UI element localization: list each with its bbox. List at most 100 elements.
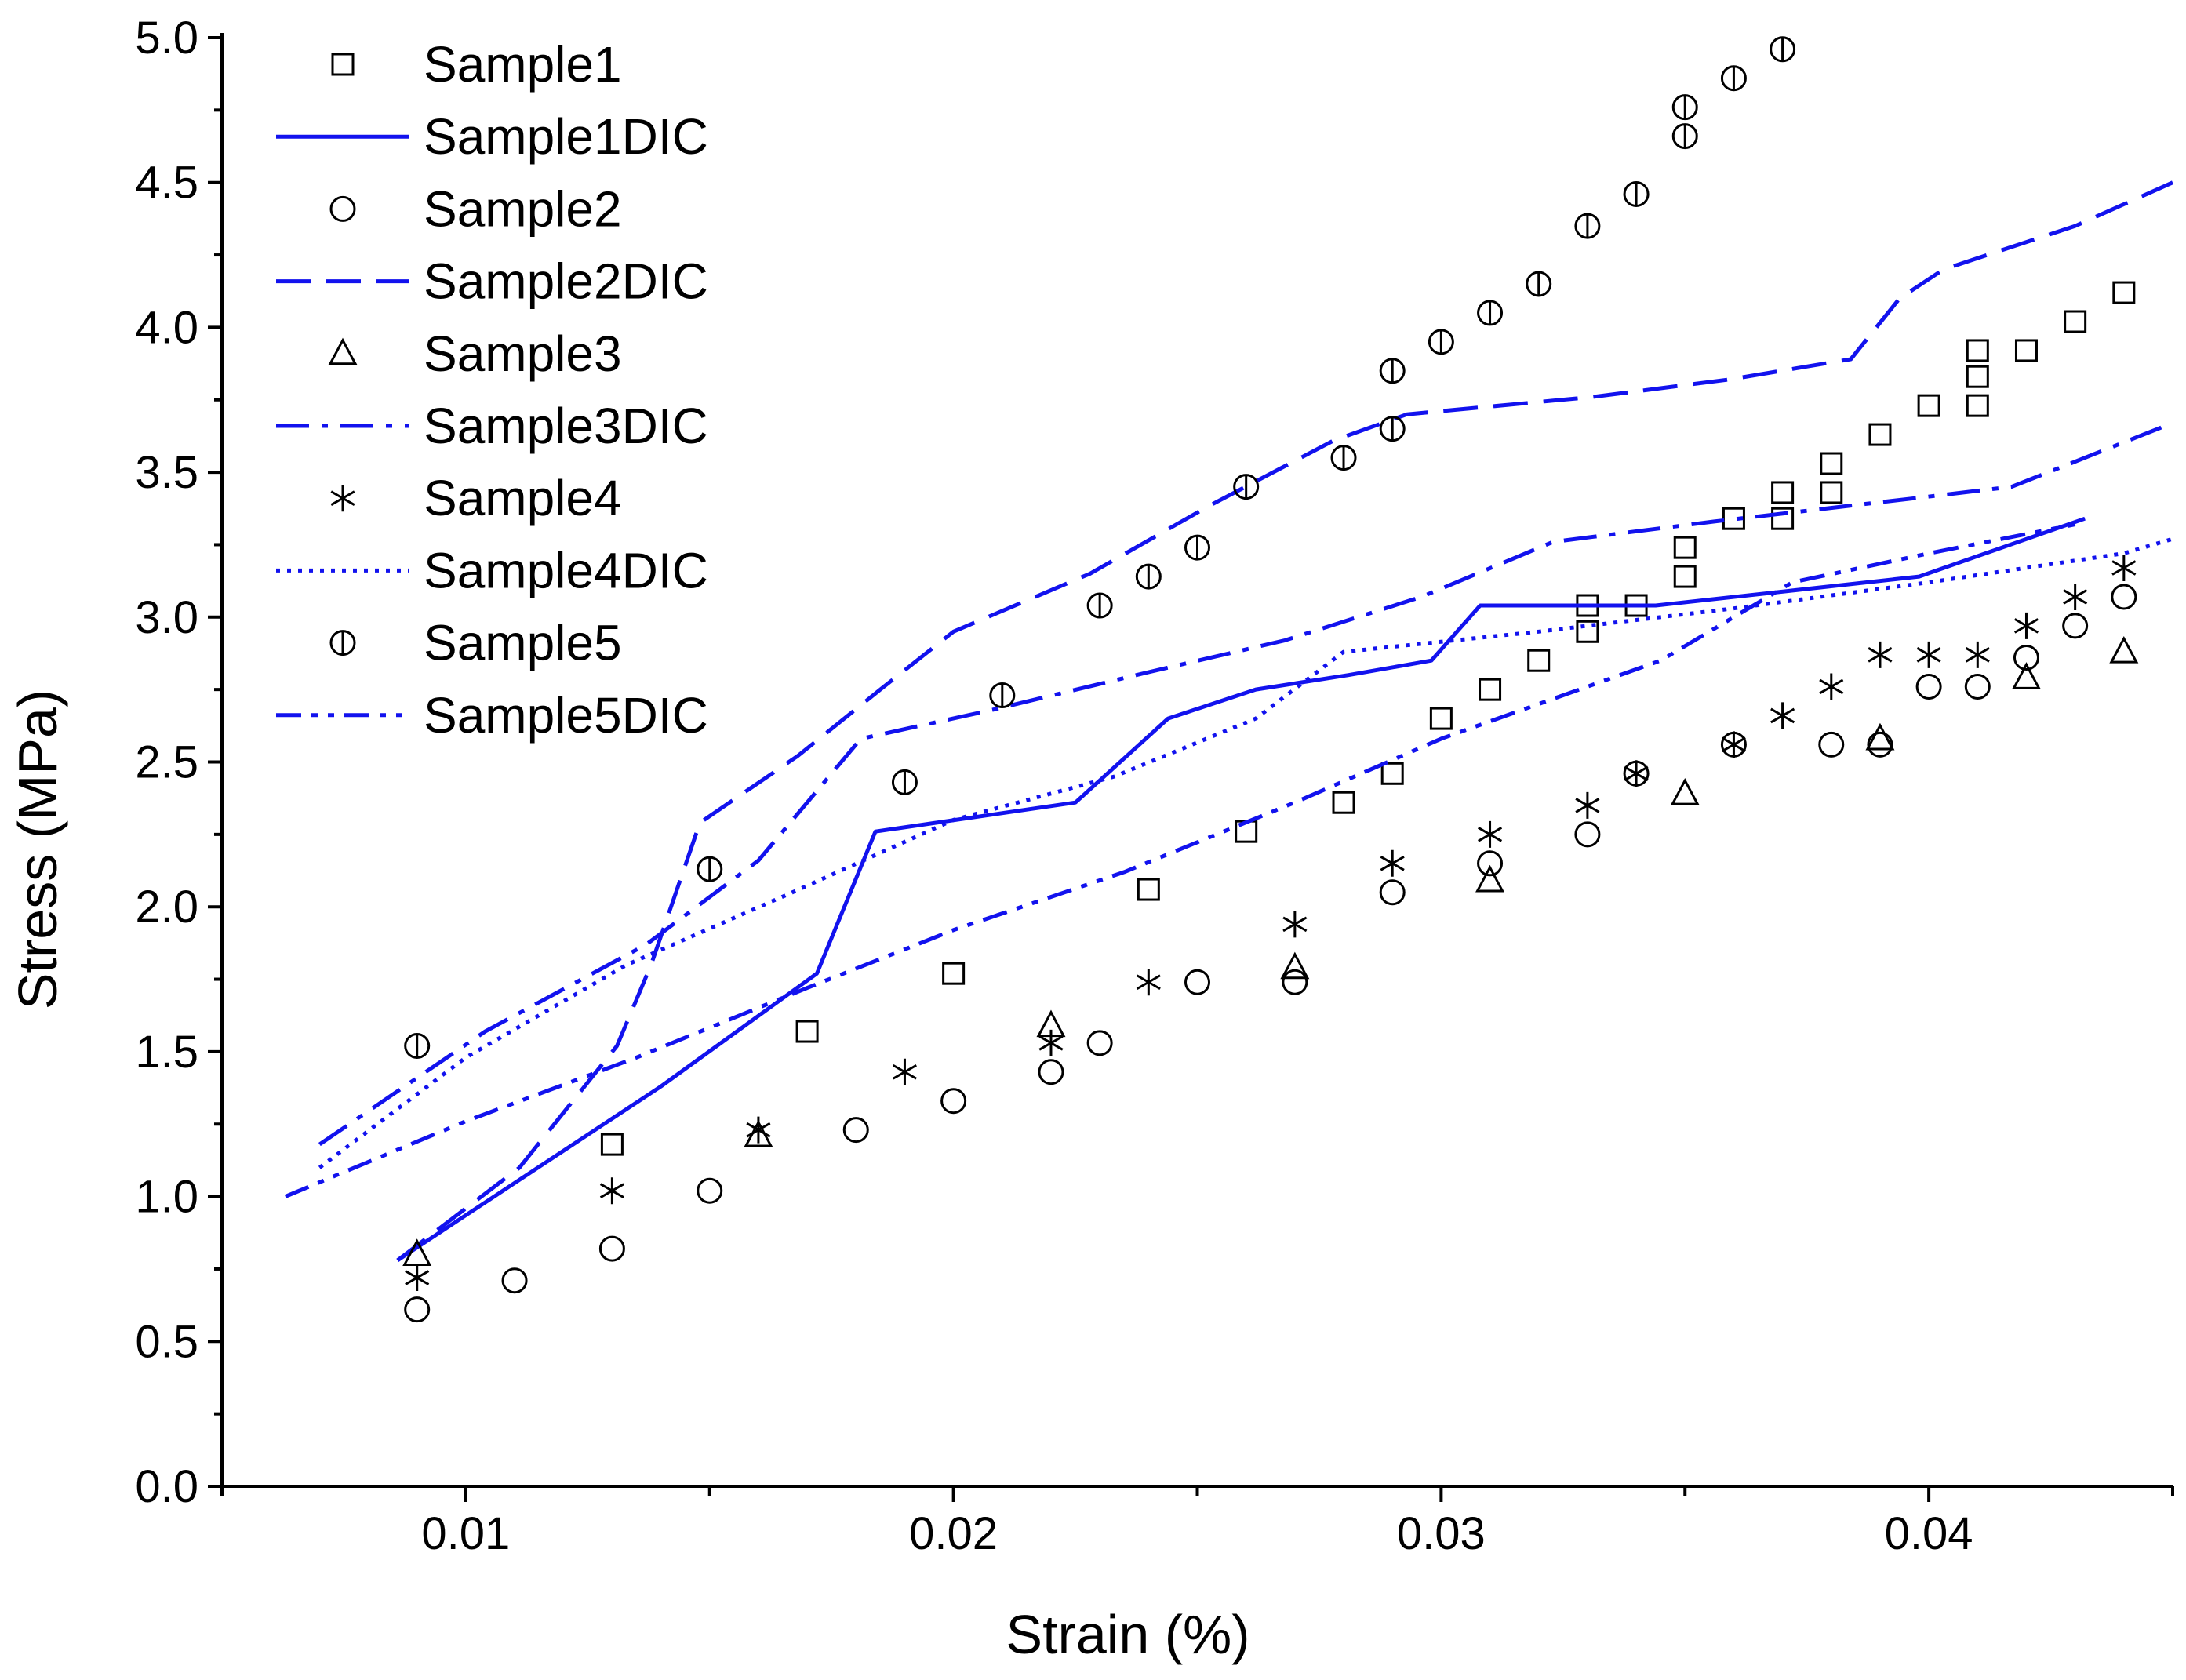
sample2-point (1574, 821, 1601, 848)
sample5-point (697, 856, 723, 882)
series-sample4dic (318, 536, 2173, 1169)
sample1-point (1966, 365, 1989, 388)
sample1-point (1576, 620, 1599, 643)
legend-item-sample4: Sample4 (330, 470, 622, 526)
sample5-point (1135, 563, 1162, 590)
legend-item-sample5dic: Sample5DIC (276, 687, 708, 744)
sample5-point (404, 1033, 431, 1059)
legend-marker-sample3 (328, 337, 358, 365)
sample3-point (2011, 662, 2041, 689)
legend-item-sample5: Sample5 (329, 615, 622, 671)
legend-item-sample1dic: Sample1DIC (276, 108, 708, 165)
y-tick-label: 0.5 (135, 1316, 198, 1367)
legend-item-sample3dic: Sample3DIC (276, 398, 708, 454)
sample2-point (1477, 850, 1504, 877)
y-tick-label: 3.5 (135, 447, 198, 498)
sample5-point (1671, 94, 1698, 121)
x-axis-title: Strain (%) (1006, 1604, 1249, 1665)
sample5-point (1477, 300, 1504, 326)
sample4-point (1478, 820, 1503, 848)
sample1-point (1527, 649, 1551, 672)
x-tick-label: 0.01 (421, 1508, 510, 1559)
sample2-point (1818, 731, 1845, 758)
y-tick-label: 2.5 (135, 737, 198, 788)
series-sample1dic (396, 516, 2086, 1262)
sample4-point (599, 1177, 624, 1205)
sample2-point (1282, 969, 1308, 995)
y-tick-label: 5.0 (135, 13, 198, 64)
y-tick-label: 4.0 (135, 302, 198, 353)
sample2-point (1915, 673, 1942, 700)
sample1-point (1429, 707, 1453, 730)
sample2-point (1379, 879, 1406, 906)
y-tick-label: 2.0 (135, 882, 198, 933)
legend-item-sample4dic: Sample4DIC (276, 542, 708, 598)
y-tick-label: 1.0 (135, 1172, 198, 1223)
sample4-point (1819, 673, 1844, 700)
legend-item-sample1: Sample1 (331, 36, 622, 93)
sample2-point (2062, 613, 2089, 639)
sample4dic-line (318, 536, 2173, 1169)
sample2-point (404, 1296, 431, 1323)
sample3-point (1670, 777, 1700, 805)
series-sample4 (405, 555, 2137, 1292)
sample1-point (1137, 878, 1160, 901)
plot-area (284, 36, 2174, 1323)
sample2-point (697, 1177, 723, 1204)
sample5-point (1574, 213, 1601, 239)
sample1-point (1966, 339, 1989, 362)
sample5-point (1428, 329, 1454, 355)
sample4-point (2111, 555, 2137, 582)
y-tick-label: 3.0 (135, 592, 198, 643)
legend-label-sample2dic: Sample2DIC (424, 253, 708, 310)
sample1-point (1380, 762, 1404, 785)
legend-marker-sample4 (330, 485, 355, 512)
sample2-point (842, 1117, 869, 1144)
sample1-point (1479, 678, 1502, 701)
sample1-point (1673, 536, 1697, 559)
legend: Sample1 Sample1DIC Sample2 Sample2DIC Sample… (276, 36, 708, 744)
sample2-point (2111, 584, 2137, 610)
sample2-point (501, 1267, 528, 1294)
sample4-point (1721, 731, 1746, 758)
sample1-point (2112, 281, 2136, 304)
sample2-point (2013, 645, 2039, 671)
legend-item-sample3: Sample3 (328, 325, 622, 382)
sample4-point (746, 1116, 771, 1144)
sample2-point (1184, 969, 1210, 995)
sample1-point (1966, 394, 1989, 417)
series-sample1 (600, 281, 2136, 1156)
sample5-point (1330, 445, 1357, 471)
sample5-point (1623, 181, 1650, 207)
y-axis-title: Stress (MPa) (7, 689, 68, 1009)
sample1-point (1868, 423, 1892, 446)
legend-label-sample4dic: Sample4DIC (424, 542, 708, 598)
sample2-point (1038, 1059, 1064, 1085)
x-tick-label: 0.03 (1397, 1508, 1486, 1559)
axes: 0.0 0.5 1.0 1.5 2.0 2.5 3.0 3.5 4.0 4.5 5.0 0.01 0.0… (135, 13, 2174, 1559)
legend-label-sample4: Sample4 (424, 470, 622, 526)
sample1-point (1820, 481, 1843, 504)
sample4-point (1136, 969, 1161, 996)
sample5dic-line (284, 522, 2076, 1198)
sample3-point (1280, 951, 1310, 980)
sample4-point (1965, 641, 1990, 668)
x-tick-label: 0.02 (909, 1508, 998, 1559)
sample3-point (1865, 722, 1895, 751)
sample2-point (1086, 1030, 1113, 1056)
sample1-point (942, 962, 966, 985)
sample5-point (1233, 474, 1260, 500)
legend-marker-sample2 (329, 195, 356, 222)
series-sample3dic (318, 420, 2173, 1147)
sample4-point (1575, 791, 1600, 819)
sample1-point (1820, 452, 1843, 475)
sample1-point (1771, 481, 1795, 504)
legend-marker-sample5 (329, 630, 356, 656)
sample4-point (1624, 760, 1649, 787)
legend-marker-sample1 (331, 53, 355, 76)
legend-label-sample3: Sample3 (424, 325, 622, 382)
legend-label-sample1dic: Sample1DIC (424, 108, 708, 165)
sample2-point (598, 1235, 625, 1262)
legend-item-sample2: Sample2 (329, 180, 622, 237)
sample5-point (1671, 123, 1698, 150)
